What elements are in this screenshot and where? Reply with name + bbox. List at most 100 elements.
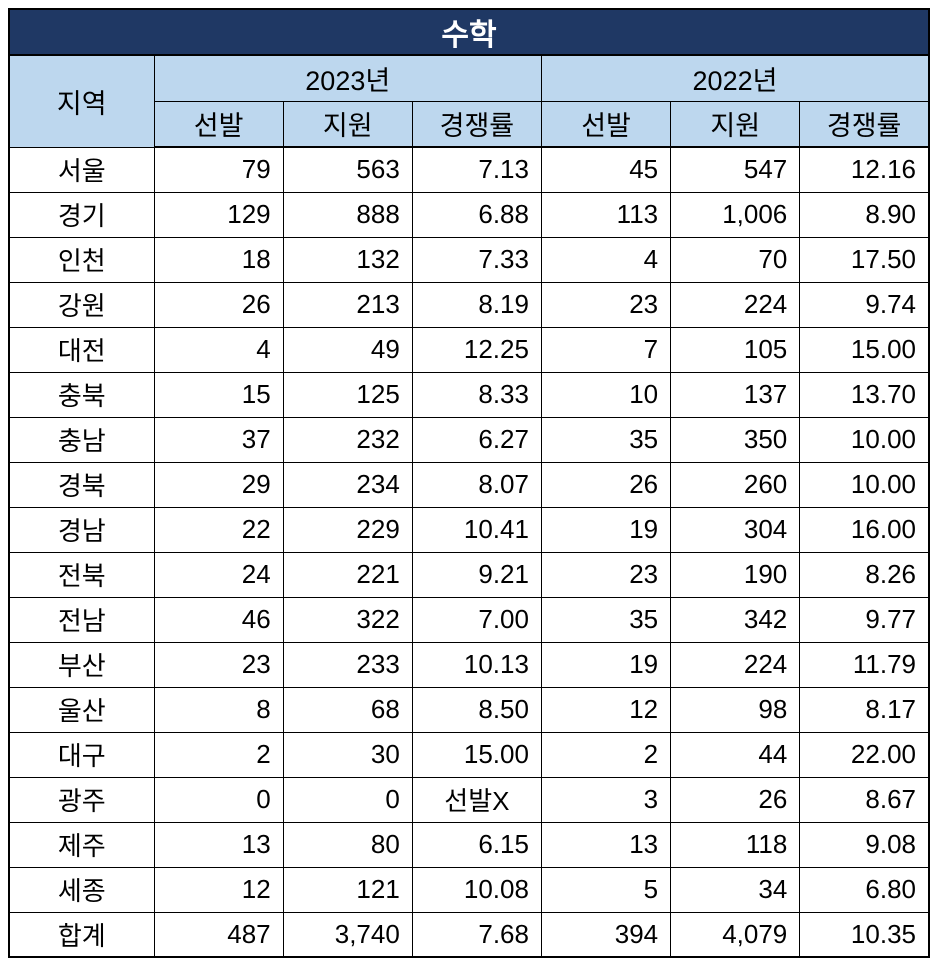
value-cell: 7.13 (411, 146, 542, 193)
value-cell: 213 (282, 281, 413, 328)
col-header-2022-seonbal: 선발 (540, 100, 672, 148)
value-cell: 15 (153, 371, 284, 418)
table-row: 강원 26 213 8.19 23 224 9.74 (8, 281, 930, 328)
table-row: 제주 13 80 6.15 13 118 9.08 (8, 821, 930, 868)
value-cell: 4 (540, 236, 672, 283)
value-cell: 4,079 (670, 911, 801, 958)
table-row: 울산 8 68 8.50 12 98 8.17 (8, 686, 930, 733)
table-row-total: 합계 487 3,740 7.68 394 4,079 10.35 (8, 911, 930, 958)
value-cell: 888 (282, 191, 413, 238)
value-cell: 2 (153, 731, 284, 778)
value-cell: 9.08 (799, 821, 930, 868)
value-cell: 12.16 (799, 146, 930, 193)
value-cell: 12.25 (411, 326, 542, 373)
table-row: 서울 79 563 7.13 45 547 12.16 (8, 146, 930, 193)
competition-table: 수학 지역 2023년 2022년 선발 지원 경쟁률 선발 지원 경쟁률 서울… (8, 8, 930, 958)
value-cell: 113 (540, 191, 672, 238)
value-cell: 229 (282, 506, 413, 553)
region-cell: 강원 (8, 281, 155, 328)
value-cell: 6.27 (411, 416, 542, 463)
col-header-2022-jiwon: 지원 (670, 100, 801, 148)
value-cell: 79 (153, 146, 284, 193)
value-cell: 9.77 (799, 596, 930, 643)
table-row: 인천 18 132 7.33 4 70 17.50 (8, 236, 930, 283)
region-cell: 전남 (8, 596, 155, 643)
value-cell: 8.07 (411, 461, 542, 508)
value-cell: 10.13 (411, 641, 542, 688)
value-cell: 563 (282, 146, 413, 193)
value-cell: 137 (670, 371, 801, 418)
value-cell: 394 (540, 911, 672, 958)
value-cell: 232 (282, 416, 413, 463)
value-cell: 6.15 (411, 821, 542, 868)
value-cell: 4 (153, 326, 284, 373)
value-cell: 68 (282, 686, 413, 733)
value-cell: 15.00 (799, 326, 930, 373)
value-cell: 10.00 (799, 416, 930, 463)
value-cell: 0 (153, 776, 284, 823)
value-cell: 260 (670, 461, 801, 508)
value-cell: 8 (153, 686, 284, 733)
region-cell: 부산 (8, 641, 155, 688)
value-cell: 34 (670, 866, 801, 913)
value-cell: 10 (540, 371, 672, 418)
region-cell: 대구 (8, 731, 155, 778)
value-cell: 44 (670, 731, 801, 778)
value-cell: 19 (540, 641, 672, 688)
value-cell: 13.70 (799, 371, 930, 418)
col-header-2023-seonbal: 선발 (153, 100, 284, 148)
value-cell: 22 (153, 506, 284, 553)
value-cell: 8.67 (799, 776, 930, 823)
region-cell: 인천 (8, 236, 155, 283)
value-cell: 22.00 (799, 731, 930, 778)
value-cell: 342 (670, 596, 801, 643)
table-row: 경남 22 229 10.41 19 304 16.00 (8, 506, 930, 553)
table-row: 충북 15 125 8.33 10 137 13.70 (8, 371, 930, 418)
table-row: 광주 0 0 선발X 3 26 8.67 (8, 776, 930, 823)
value-cell: 5 (540, 866, 672, 913)
value-cell: 15.00 (411, 731, 542, 778)
value-cell: 8.50 (411, 686, 542, 733)
value-cell: 24 (153, 551, 284, 598)
table-row: 부산 23 233 10.13 19 224 11.79 (8, 641, 930, 688)
value-cell: 23 (153, 641, 284, 688)
value-cell: 350 (670, 416, 801, 463)
value-cell: 49 (282, 326, 413, 373)
value-cell: 29 (153, 461, 284, 508)
value-cell: 35 (540, 416, 672, 463)
value-cell: 30 (282, 731, 413, 778)
region-cell: 경기 (8, 191, 155, 238)
value-cell: 10.08 (411, 866, 542, 913)
region-cell: 세종 (8, 866, 155, 913)
table-row: 대구 2 30 15.00 2 44 22.00 (8, 731, 930, 778)
value-cell: 16.00 (799, 506, 930, 553)
table-row: 세종 12 121 10.08 5 34 6.80 (8, 866, 930, 913)
region-cell: 경북 (8, 461, 155, 508)
value-cell: 45 (540, 146, 672, 193)
value-cell: 80 (282, 821, 413, 868)
value-cell: 125 (282, 371, 413, 418)
table-subheader-row: 선발 지원 경쟁률 선발 지원 경쟁률 (9, 100, 930, 148)
value-cell: 129 (153, 191, 284, 238)
value-cell: 17.50 (799, 236, 930, 283)
value-cell: 224 (670, 281, 801, 328)
region-cell: 제주 (8, 821, 155, 868)
value-cell: 105 (670, 326, 801, 373)
value-cell: 23 (540, 281, 672, 328)
value-cell: 3 (540, 776, 672, 823)
col-header-2023-rate: 경쟁률 (411, 100, 542, 148)
region-cell: 대전 (8, 326, 155, 373)
value-cell: 2 (540, 731, 672, 778)
value-cell: 19 (540, 506, 672, 553)
year-2023-group-header: 2023년 (153, 54, 542, 102)
value-cell: 7.68 (411, 911, 542, 958)
value-cell: 26 (153, 281, 284, 328)
region-cell: 서울 (8, 146, 155, 193)
value-cell: 322 (282, 596, 413, 643)
value-cell: 224 (670, 641, 801, 688)
value-cell: 26 (670, 776, 801, 823)
value-cell: 23 (540, 551, 672, 598)
region-cell: 충북 (8, 371, 155, 418)
value-cell: 12 (153, 866, 284, 913)
col-header-2022-rate: 경쟁률 (799, 100, 930, 148)
